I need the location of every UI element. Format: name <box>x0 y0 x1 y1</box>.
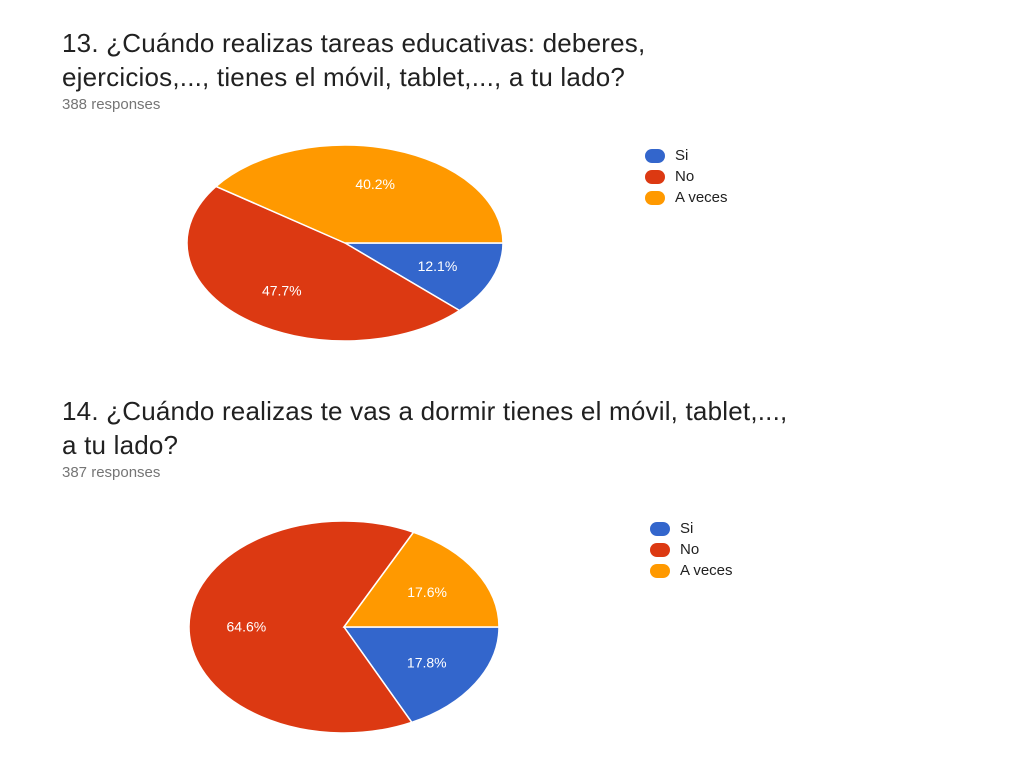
legend-q14: Si No A veces <box>650 518 733 581</box>
legend-swatch-a-veces <box>650 563 670 578</box>
question-14: 14. ¿Cuándo realizas te vas a dormir tie… <box>62 394 1002 481</box>
response-count: 388 responses <box>62 96 161 113</box>
legend-label-a-veces: A veces <box>680 562 733 579</box>
legend-item-no: No <box>650 539 733 560</box>
legend-swatch-si <box>650 521 670 536</box>
pie-label-a-veces: 40.2% <box>355 176 395 192</box>
question-title-line-1: 13. ¿Cuándo realizas tareas educativas: … <box>62 28 646 58</box>
pie-label-a-veces: 17.6% <box>407 584 447 600</box>
legend-label-no: No <box>680 541 700 558</box>
legend-label-si: Si <box>675 147 689 164</box>
pie-chart-q14: 17.8% 64.6% 17.6% <box>188 520 500 734</box>
legend-swatch-si <box>645 148 665 163</box>
pie-slice-a-veces <box>342 531 500 628</box>
question-title-line-2: ejercicios,..., tienes el móvil, tablet,… <box>62 62 626 92</box>
pie-chart-q13: 12.1% 47.7% 40.2% <box>186 144 504 342</box>
legend-item-a-veces: A veces <box>650 560 733 581</box>
legend-label-si: Si <box>680 520 694 537</box>
pie-slice-a-veces <box>214 144 504 244</box>
pie-label-si: 17.8% <box>407 654 447 670</box>
question-title-line-2: a tu lado? <box>62 430 179 460</box>
response-count: 387 responses <box>62 464 161 481</box>
question-13: 13. ¿Cuándo realizas tareas educativas: … <box>62 26 1002 113</box>
question-title-line-1: 14. ¿Cuándo realizas te vas a dormir tie… <box>62 396 788 426</box>
pie-slice-si <box>342 242 504 312</box>
legend-item-no: No <box>645 166 728 187</box>
legend-item-si: Si <box>645 145 728 166</box>
legend-label-no: No <box>675 168 695 185</box>
pie-slice-si <box>342 626 500 724</box>
legend-q13: Si No A veces <box>645 145 728 208</box>
legend-item-a-veces: A veces <box>645 187 728 208</box>
pie-label-si: 12.1% <box>418 258 458 274</box>
legend-swatch-a-veces <box>645 190 665 205</box>
legend-label-a-veces: A veces <box>675 189 728 206</box>
pie-slice-no <box>186 185 461 342</box>
pie-label-no: 47.7% <box>262 283 302 299</box>
pie-slice-no <box>188 520 415 734</box>
legend-swatch-no <box>650 542 670 557</box>
legend-item-si: Si <box>650 518 733 539</box>
pie-label-no: 64.6% <box>227 619 267 635</box>
legend-swatch-no <box>645 169 665 184</box>
